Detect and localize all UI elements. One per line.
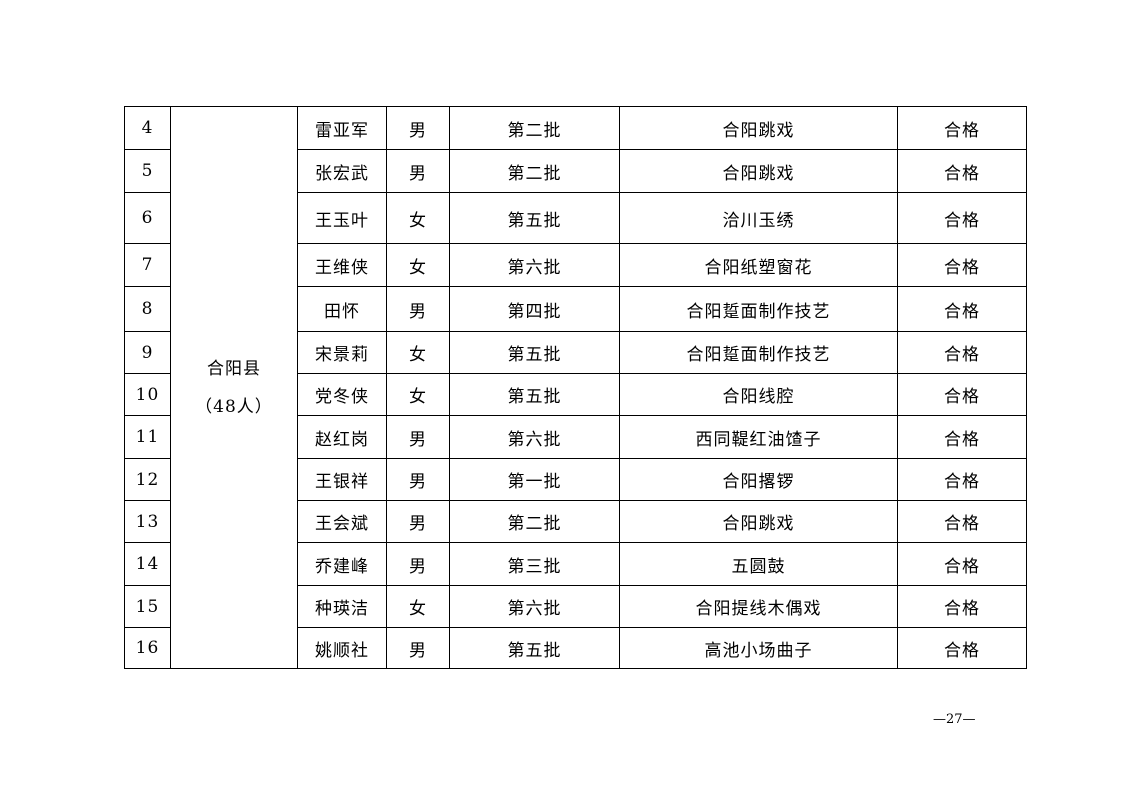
project-cell: 合阳纸塑窗花 (619, 243, 898, 287)
result-cell: 合格 (897, 585, 1027, 628)
batch-cell: 第六批 (449, 243, 620, 287)
batch-cell: 第六批 (449, 415, 620, 459)
batch-cell: 第一批 (449, 458, 620, 501)
row-number-cell: 16 (124, 627, 171, 669)
name-cell: 王会斌 (297, 500, 387, 543)
row-number-cell: 13 (124, 500, 171, 543)
result-cell: 合格 (897, 286, 1027, 332)
gender-cell: 女 (386, 243, 450, 287)
row-number-cell: 4 (124, 106, 171, 150)
row-number-cell: 15 (124, 585, 171, 628)
name-cell: 张宏武 (297, 149, 387, 193)
name-cell: 田怀 (297, 286, 387, 332)
batch-cell: 第三批 (449, 542, 620, 586)
result-cell: 合格 (897, 106, 1027, 150)
result-cell: 合格 (897, 243, 1027, 287)
inheritor-table: 4 合阳县 （48人） 雷亚军男第二批 合阳跳戏 合格 5 张宏武男第二批 合阳跳戏 合格 6 王玉叶… (124, 106, 1027, 669)
name-cell: 宋景莉 (297, 331, 387, 374)
table-row: 14 乔建峰男第三批 五圆鼓 合格 (124, 542, 1027, 586)
name-cell: 姚顺社 (297, 627, 387, 669)
table-row: 8 田怀男第四批 合阳踅面制作技艺 合格 (124, 286, 1027, 332)
table-row: 12 王银祥男第一批 合阳撂锣 合格 (124, 458, 1027, 501)
batch-cell: 第二批 (449, 149, 620, 193)
batch-cell: 第四批 (449, 286, 620, 332)
project-cell: 西同鞮红油馇子 (619, 415, 898, 459)
result-cell: 合格 (897, 627, 1027, 669)
gender-cell: 女 (386, 585, 450, 628)
gender-cell: 男 (386, 627, 450, 669)
project-cell: 洽川玉绣 (619, 192, 898, 244)
project-cell: 合阳跳戏 (619, 106, 898, 150)
name-cell: 乔建峰 (297, 542, 387, 586)
project-cell: 合阳跳戏 (619, 149, 898, 193)
result-cell: 合格 (897, 331, 1027, 374)
project-cell: 合阳踅面制作技艺 (619, 331, 898, 374)
row-number-cell: 8 (124, 286, 171, 332)
table-row: 16 姚顺社男第五批 高池小场曲子 合格 (124, 627, 1027, 669)
gender-cell: 女 (386, 331, 450, 374)
result-cell: 合格 (897, 149, 1027, 193)
gender-cell: 男 (386, 500, 450, 543)
gender-cell: 男 (386, 286, 450, 332)
gender-cell: 男 (386, 149, 450, 193)
region-count: （48人） (195, 396, 273, 417)
row-number-cell: 7 (124, 243, 171, 287)
batch-cell: 第五批 (449, 192, 620, 244)
page-number: —27— (933, 712, 976, 727)
result-cell: 合格 (897, 500, 1027, 543)
row-number-cell: 12 (124, 458, 171, 501)
table-row: 7 王维侠女第六批 合阳纸塑窗花 合格 (124, 243, 1027, 287)
batch-cell: 第六批 (449, 585, 620, 628)
table-row: 13 王会斌男第二批 合阳跳戏 合格 (124, 500, 1027, 543)
table-row: 4 合阳县 （48人） 雷亚军男第二批 合阳跳戏 合格 (124, 106, 1027, 669)
gender-cell: 女 (386, 373, 450, 416)
gender-cell: 男 (386, 458, 450, 501)
gender-cell: 男 (386, 415, 450, 459)
batch-cell: 第五批 (449, 331, 620, 374)
row-number-cell: 6 (124, 192, 171, 244)
name-cell: 雷亚军 (297, 106, 387, 150)
table-row: 9 宋景莉女第五批 合阳踅面制作技艺 合格 (124, 331, 1027, 374)
project-cell: 五圆鼓 (619, 542, 898, 586)
gender-cell: 男 (386, 542, 450, 586)
gender-cell: 男 (386, 106, 450, 150)
batch-cell: 第二批 (449, 106, 620, 150)
table-row: 5 张宏武男第二批 合阳跳戏 合格 (124, 149, 1027, 193)
result-cell: 合格 (897, 458, 1027, 501)
table-row: 10 党冬侠女第五批 合阳线腔 合格 (124, 373, 1027, 416)
region-name: 合阳县 (207, 358, 261, 379)
name-cell: 党冬侠 (297, 373, 387, 416)
row-number-cell: 10 (124, 373, 171, 416)
table-row: 11 赵红岗男第六批 西同鞮红油馇子 合格 (124, 415, 1027, 459)
name-cell: 王银祥 (297, 458, 387, 501)
name-cell: 赵红岗 (297, 415, 387, 459)
table-row: 15 种瑛洁女第六批 合阳提线木偶戏 合格 (124, 585, 1027, 628)
result-cell: 合格 (897, 373, 1027, 416)
result-cell: 合格 (897, 192, 1027, 244)
name-cell: 王玉叶 (297, 192, 387, 244)
batch-cell: 第二批 (449, 500, 620, 543)
name-cell: 种瑛洁 (297, 585, 387, 628)
batch-cell: 第五批 (449, 373, 620, 416)
row-number-cell: 14 (124, 542, 171, 586)
project-cell: 合阳提线木偶戏 (619, 585, 898, 628)
project-cell: 合阳撂锣 (619, 458, 898, 501)
row-number-cell: 5 (124, 149, 171, 193)
project-cell: 合阳踅面制作技艺 (619, 286, 898, 332)
gender-cell: 女 (386, 192, 450, 244)
project-cell: 高池小场曲子 (619, 627, 898, 669)
result-cell: 合格 (897, 542, 1027, 586)
project-cell: 合阳线腔 (619, 373, 898, 416)
row-number-cell: 9 (124, 331, 171, 374)
batch-cell: 第五批 (449, 627, 620, 669)
row-number-cell: 11 (124, 415, 171, 459)
table-row: 6 王玉叶女第五批 洽川玉绣 合格 (124, 192, 1027, 244)
project-cell: 合阳跳戏 (619, 500, 898, 543)
region-cell: 合阳县 （48人） (170, 106, 298, 669)
result-cell: 合格 (897, 415, 1027, 459)
name-cell: 王维侠 (297, 243, 387, 287)
